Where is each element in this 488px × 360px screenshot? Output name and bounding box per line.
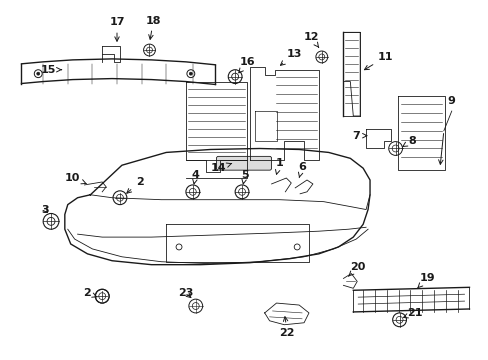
Text: 7: 7 xyxy=(352,131,366,141)
Text: 10: 10 xyxy=(65,173,86,184)
FancyBboxPatch shape xyxy=(216,156,271,170)
Text: 17: 17 xyxy=(109,18,124,41)
Text: 21: 21 xyxy=(403,308,422,318)
Text: 16: 16 xyxy=(238,57,255,73)
Circle shape xyxy=(189,72,192,75)
Text: 5: 5 xyxy=(241,170,248,184)
Text: 1: 1 xyxy=(275,158,283,174)
Text: 2: 2 xyxy=(126,177,143,193)
Circle shape xyxy=(37,72,40,75)
Text: 4: 4 xyxy=(191,170,199,184)
Text: 23: 23 xyxy=(178,288,193,298)
Text: 13: 13 xyxy=(280,49,301,65)
Text: 9: 9 xyxy=(447,96,455,106)
Text: 12: 12 xyxy=(303,32,318,47)
Text: 14: 14 xyxy=(210,163,231,173)
Text: 2: 2 xyxy=(83,288,97,298)
Text: 3: 3 xyxy=(41,204,49,215)
Text: 19: 19 xyxy=(417,274,434,288)
Text: 20: 20 xyxy=(348,262,365,276)
Text: 15: 15 xyxy=(41,65,61,75)
Text: 6: 6 xyxy=(298,162,305,178)
Text: 8: 8 xyxy=(402,136,415,147)
Text: 18: 18 xyxy=(145,15,161,39)
Text: 11: 11 xyxy=(364,52,393,70)
Text: 22: 22 xyxy=(279,317,294,338)
